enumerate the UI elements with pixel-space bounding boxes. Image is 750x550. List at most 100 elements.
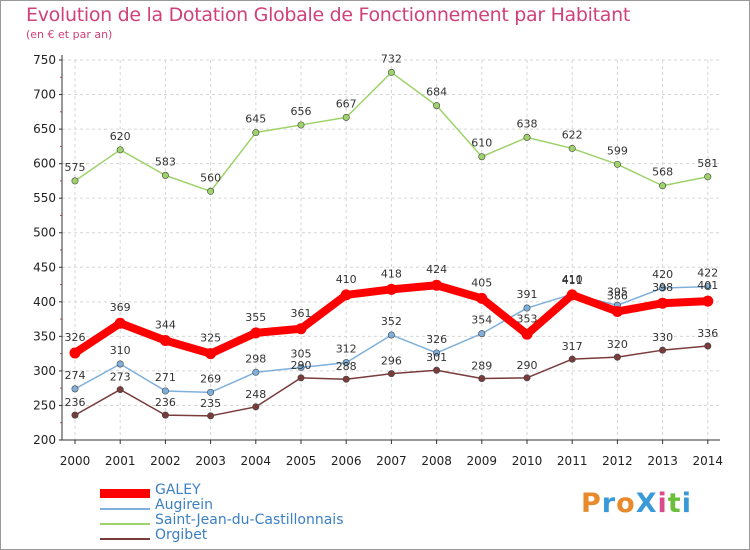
data-label-augirein: 274 (65, 369, 86, 382)
data-point-augirein (207, 388, 215, 396)
data-point-saint-jean-du-castillonnais (387, 68, 395, 76)
data-point-saint-jean-du-castillonnais (433, 102, 441, 110)
x-tick-label: 2003 (195, 454, 226, 468)
data-label-galey: 326 (65, 331, 86, 344)
y-tick-label: 500 (33, 226, 56, 240)
proxiti-logo: ProXiti (581, 488, 692, 519)
data-label-saint-jean-du-castillonnais: 568 (652, 166, 673, 179)
data-label-saint-jean-du-castillonnais: 581 (697, 157, 718, 170)
x-tick-label: 2008 (421, 454, 452, 468)
data-label-saint-jean-du-castillonnais: 575 (65, 161, 86, 174)
data-point-saint-jean-du-castillonnais (523, 133, 531, 141)
data-label-orgibet: 290 (517, 359, 538, 372)
data-label-saint-jean-du-castillonnais: 622 (562, 128, 583, 141)
data-point-saint-jean-du-castillonnais (659, 182, 667, 190)
data-label-orgibet: 288 (336, 360, 357, 373)
data-point-augirein (387, 331, 395, 339)
data-label-augirein: 411 (562, 274, 583, 287)
data-label-augirein: 269 (200, 372, 221, 385)
data-point-augirein (161, 387, 169, 395)
data-point-augirein (704, 283, 712, 291)
data-label-saint-jean-du-castillonnais: 583 (155, 155, 176, 168)
data-point-galey (566, 289, 578, 301)
x-tick-label: 2011 (557, 454, 588, 468)
x-tick-label: 2001 (105, 454, 136, 468)
y-tick-label: 350 (33, 329, 56, 343)
legend-label: Augirein (155, 497, 214, 513)
y-tick-label: 200 (33, 433, 56, 447)
data-label-galey: 410 (336, 273, 357, 286)
data-point-saint-jean-du-castillonnais (613, 160, 621, 168)
data-label-galey: 325 (200, 332, 221, 345)
data-label-saint-jean-du-castillonnais: 656 (291, 105, 312, 118)
legend-label: GALEY (155, 482, 201, 498)
data-label-galey: 386 (607, 289, 628, 302)
logo-letter: P (581, 488, 602, 519)
data-label-orgibet: 320 (607, 338, 628, 351)
data-label-galey: 405 (471, 276, 492, 289)
data-label-orgibet: 317 (562, 340, 583, 353)
data-label-augirein: 310 (110, 344, 131, 357)
data-label-orgibet: 296 (381, 355, 402, 368)
y-tick-label: 400 (33, 295, 56, 309)
data-label-saint-jean-du-castillonnais: 645 (245, 113, 266, 126)
data-point-orgibet (659, 346, 667, 354)
data-point-orgibet (297, 374, 305, 382)
logo-letter: o (616, 488, 636, 519)
data-point-augirein (297, 363, 305, 371)
data-point-orgibet (71, 411, 79, 419)
data-label-augirein: 420 (652, 268, 673, 281)
legend-swatch (100, 538, 150, 540)
data-label-galey: 361 (291, 307, 312, 320)
legend-swatch (100, 523, 150, 525)
data-label-augirein: 422 (697, 267, 718, 280)
data-point-galey (295, 323, 307, 335)
data-point-saint-jean-du-castillonnais (116, 146, 124, 154)
data-point-galey (250, 327, 262, 339)
data-label-orgibet: 236 (65, 396, 86, 409)
data-label-galey: 344 (155, 319, 176, 332)
y-tick-label: 600 (33, 157, 56, 171)
data-point-orgibet (478, 375, 486, 383)
data-label-orgibet: 235 (200, 397, 221, 410)
legend-swatch (100, 489, 150, 498)
x-tick-label: 2013 (647, 454, 678, 468)
x-tick-label: 2010 (512, 454, 543, 468)
legend-label: Saint-Jean-du-Castillonnais (155, 512, 344, 528)
data-point-augirein (71, 385, 79, 393)
x-tick-label: 2004 (241, 454, 272, 468)
data-point-augirein (659, 284, 667, 292)
x-tick-label: 2005 (286, 454, 317, 468)
data-point-saint-jean-du-castillonnais (342, 113, 350, 121)
data-label-saint-jean-du-castillonnais: 638 (517, 117, 538, 130)
data-label-galey: 418 (381, 267, 402, 280)
data-label-orgibet: 330 (652, 331, 673, 344)
y-tick-label: 700 (33, 88, 56, 102)
y-tick-label: 650 (33, 122, 56, 136)
data-label-augirein: 352 (381, 315, 402, 328)
data-point-saint-jean-du-castillonnais (568, 144, 576, 152)
x-tick-label: 2014 (693, 454, 724, 468)
data-label-augirein: 391 (517, 288, 538, 301)
y-tick-label: 250 (33, 398, 56, 412)
data-point-galey (611, 305, 623, 317)
data-point-galey (702, 295, 714, 307)
logo-letter: i (681, 488, 692, 519)
data-point-orgibet (342, 375, 350, 383)
data-point-orgibet (207, 412, 215, 420)
data-point-augirein (252, 368, 260, 376)
data-label-orgibet: 248 (245, 388, 266, 401)
data-label-galey: 398 (652, 281, 673, 294)
data-point-orgibet (116, 386, 124, 394)
data-point-orgibet (613, 353, 621, 361)
logo-letter: t (667, 488, 682, 519)
data-label-orgibet: 289 (471, 360, 492, 373)
data-point-saint-jean-du-castillonnais (161, 171, 169, 179)
grid (62, 59, 720, 440)
data-point-saint-jean-du-castillonnais (252, 129, 260, 137)
data-label-galey: 355 (245, 311, 266, 324)
data-label-galey: 424 (426, 263, 447, 276)
